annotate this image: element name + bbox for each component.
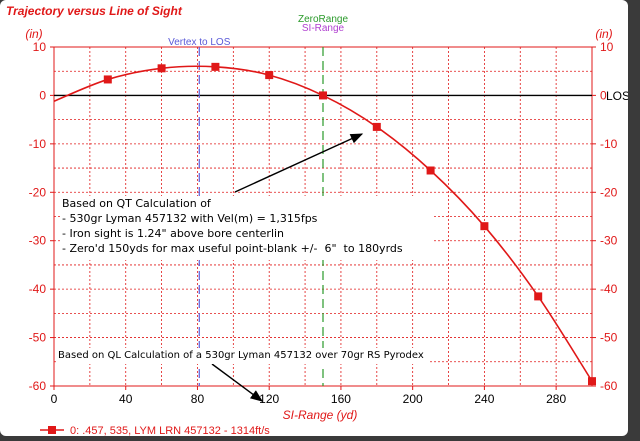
y-tick-label-right: -60 [600,379,618,393]
x-tick-label: 160 [331,392,351,406]
x-tick-label: 80 [191,392,205,406]
x-tick-label: 0 [51,392,58,406]
qt-note-line: Based on QT Calculation of [62,197,211,210]
y-tick-label-right: -30 [600,234,618,248]
y-tick-label-left: 0 [39,88,46,102]
trajectory-line [53,65,593,382]
x-axis-label: SI-Range (yd) [283,408,358,422]
trajectory-chart: 10 10 0 0 -10 -10 -20 -20 -30 -30 -40 -40 -50 -50 -60 -… [6,4,628,436]
y-tick-label-left: -30 [29,234,47,248]
reference-line-label: ZeroRange [298,14,348,25]
y-tick-label-left: -10 [29,137,47,151]
y-tick-label-left: -50 [29,331,47,345]
x-tick-label: 240 [474,392,494,406]
data-point [372,122,381,131]
reference-line-label: Vertex to LOS [168,37,231,48]
y-tick-label-left: -20 [29,185,47,199]
data-point [426,166,435,175]
data-point [319,91,327,100]
legend-series-label: 0: .457, 535, LYM LRN 457132 - 1314ft/s [70,425,270,436]
chart-title: Trajectory versus Line of Sight [6,4,183,18]
data-point [265,71,274,80]
y-tick-label-left: 10 [33,40,47,54]
data-point [157,64,166,73]
qt-note-line: - 530gr Lyman 457132 with Vel(m) = 1,315… [62,212,318,225]
y-tick-label-right: 10 [600,40,614,54]
ql-note-arrow [211,363,264,402]
y-tick-label-right: -50 [600,331,618,345]
ql-calculation-note: Based on QL Calculation of a 530gr Lyman… [58,348,430,364]
qt-note-line: - Zero'd 150yds for max useful point-bla… [62,242,403,255]
y-tick-label-left: -40 [29,282,47,296]
data-point [211,62,220,71]
x-tick-label: 280 [546,392,566,406]
x-tick-label: 40 [119,392,133,406]
ql-note-text: Based on QL Calculation of a 530gr Lyman… [58,350,424,361]
y-axis-label-left: (in) [25,27,42,41]
y-tick-label-left: -60 [29,379,47,393]
legend-marker [48,426,56,434]
y-axis-label-right: (in) [595,27,612,41]
series-layer [53,62,596,386]
y-tick-label-right: -20 [600,185,618,199]
qt-note-line: - Iron sight is 1.24" above bore centerl… [62,227,285,240]
data-point [588,377,596,386]
data-point [480,222,489,231]
x-tick-label: 200 [403,392,423,406]
x-tick-label: 120 [259,392,279,406]
reference-line-label: SI-Range [302,23,345,34]
annotation-arrows [211,133,364,402]
qt-note-arrow [234,133,364,193]
y-tick-label-right: 0 [600,88,607,102]
chart-window: 10 10 0 0 -10 -10 -20 -20 -30 -30 -40 -40 -50 -50 -60 -… [0,0,628,436]
qt-calculation-note: Based on QT Calculation of - 530gr Lyman… [62,196,434,260]
data-point [103,75,112,84]
los-label: LOS [606,89,628,103]
y-tick-label-right: -10 [600,137,618,151]
y-tick-label-right: -40 [600,282,618,296]
legend: 0: .457, 535, LYM LRN 457132 - 1314ft/s [40,425,270,436]
data-point [534,292,543,301]
